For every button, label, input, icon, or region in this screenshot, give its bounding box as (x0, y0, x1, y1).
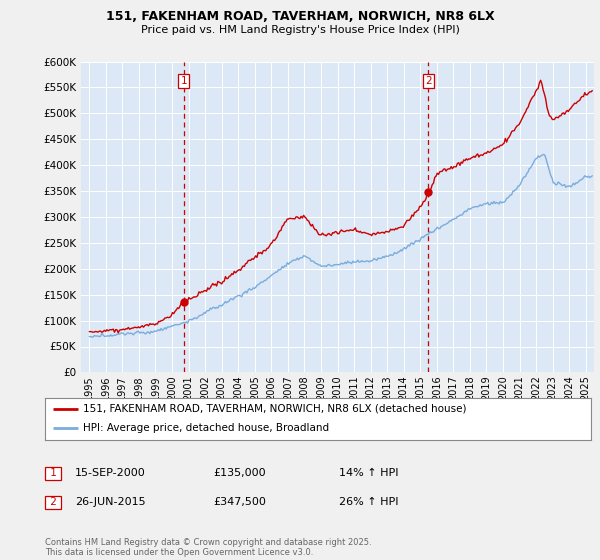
Text: £135,000: £135,000 (213, 468, 266, 478)
Text: 2: 2 (47, 497, 60, 507)
Text: Price paid vs. HM Land Registry's House Price Index (HPI): Price paid vs. HM Land Registry's House … (140, 25, 460, 35)
Text: HPI: Average price, detached house, Broadland: HPI: Average price, detached house, Broa… (83, 423, 329, 433)
Text: 26% ↑ HPI: 26% ↑ HPI (339, 497, 398, 507)
Text: 1: 1 (47, 468, 60, 478)
Text: Contains HM Land Registry data © Crown copyright and database right 2025.
This d: Contains HM Land Registry data © Crown c… (45, 538, 371, 557)
Text: 15-SEP-2000: 15-SEP-2000 (75, 468, 146, 478)
Text: 151, FAKENHAM ROAD, TAVERHAM, NORWICH, NR8 6LX (detached house): 151, FAKENHAM ROAD, TAVERHAM, NORWICH, N… (83, 404, 467, 414)
Text: 26-JUN-2015: 26-JUN-2015 (75, 497, 146, 507)
Text: 1: 1 (181, 76, 187, 86)
Text: 14% ↑ HPI: 14% ↑ HPI (339, 468, 398, 478)
Text: 151, FAKENHAM ROAD, TAVERHAM, NORWICH, NR8 6LX: 151, FAKENHAM ROAD, TAVERHAM, NORWICH, N… (106, 10, 494, 23)
Text: £347,500: £347,500 (213, 497, 266, 507)
Text: 2: 2 (425, 76, 431, 86)
